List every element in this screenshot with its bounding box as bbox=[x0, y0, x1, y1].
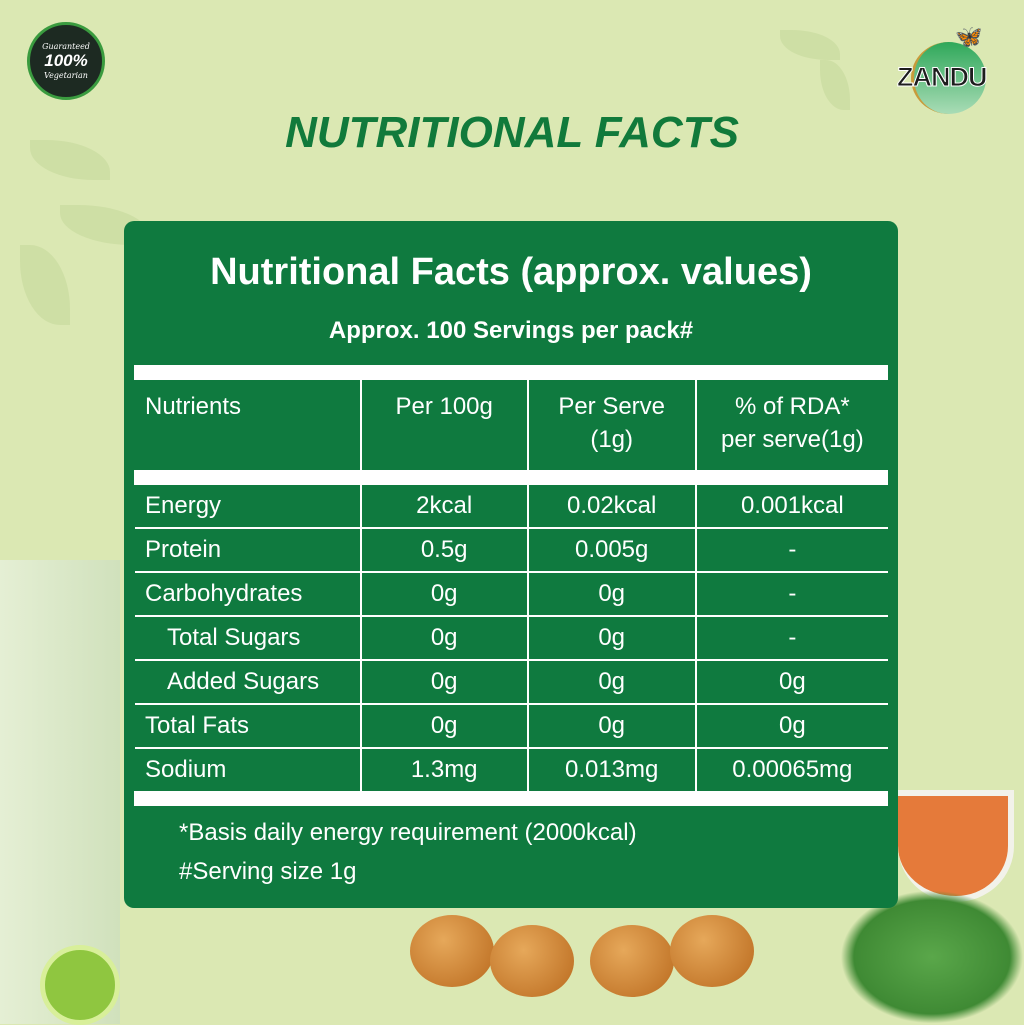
mint-leaves-image bbox=[840, 890, 1024, 1024]
sweet-image bbox=[590, 925, 674, 997]
column-header: Per 100g bbox=[359, 378, 529, 472]
leaf-decoration bbox=[780, 30, 840, 60]
nutrient-value: 0g bbox=[694, 703, 888, 749]
nutrient-value: 0g bbox=[526, 659, 697, 705]
card-subtitle: Approx. 100 Servings per pack# bbox=[328, 317, 694, 344]
mojito-glass-image bbox=[0, 560, 120, 1024]
nutrient-name: Sodium bbox=[135, 747, 362, 793]
badge-top-text: Guaranteed bbox=[42, 42, 90, 51]
card-title: Nutritional Facts (approx. values) bbox=[210, 251, 812, 293]
table-row: Sodium 1.3mg 0.013mg 0.00065mg bbox=[135, 747, 888, 793]
table-row: Total Fats 0g 0g 0g bbox=[135, 703, 888, 749]
table-row: Energy 2kcal 0.02kcal 0.001kcal bbox=[135, 483, 888, 529]
nutrient-value: 2kcal bbox=[359, 483, 529, 529]
zandu-logo: 🦋 ZANDU bbox=[897, 24, 988, 118]
footnote-rda: *Basis daily energy requirement (2000kca… bbox=[179, 819, 637, 846]
logo-circle bbox=[911, 42, 986, 114]
footnote-serving: #Serving size 1g bbox=[179, 858, 357, 885]
nutrient-name: Total Fats bbox=[135, 703, 362, 749]
page-title: NUTRITIONAL FACTS bbox=[285, 108, 739, 157]
nutrient-value: 1.3mg bbox=[359, 747, 529, 793]
nutrient-name: Carbohydrates bbox=[135, 571, 362, 617]
logo-text: ZANDU bbox=[897, 62, 988, 93]
vegetarian-badge: Guaranteed 100% Vegetarian bbox=[27, 22, 105, 100]
butterfly-icon: 🦋 bbox=[955, 24, 983, 49]
table-row: Added Sugars 0g 0g 0g bbox=[135, 659, 888, 705]
bowl-image bbox=[898, 790, 1014, 902]
nutrient-value: 0g bbox=[359, 703, 529, 749]
nutrient-value: 0.02kcal bbox=[526, 483, 697, 529]
nutrient-value: 0g bbox=[526, 703, 697, 749]
nutrient-value: - bbox=[694, 527, 888, 573]
leaf-decoration bbox=[820, 60, 850, 110]
column-header: Nutrients bbox=[135, 378, 362, 472]
column-header: Per Serve (1g) bbox=[526, 378, 697, 472]
sweet-image bbox=[410, 915, 494, 987]
table-row: Carbohydrates 0g 0g - bbox=[135, 571, 888, 617]
sweet-image bbox=[490, 925, 574, 997]
nutrient-value: 0g bbox=[526, 571, 697, 617]
nutrient-value: 0.001kcal bbox=[694, 483, 888, 529]
footnotes: *Basis daily energy requirement (2000kca… bbox=[179, 813, 637, 891]
nutrient-value: 0g bbox=[526, 615, 697, 661]
nutrient-name: Total Sugars bbox=[135, 615, 362, 661]
column-header: % of RDA* per serve(1g) bbox=[694, 378, 888, 472]
sweet-image bbox=[670, 915, 754, 987]
nutrition-card: Nutritional Facts (approx. values) Appro… bbox=[124, 221, 898, 908]
nutrient-name: Energy bbox=[135, 483, 362, 529]
nutrient-value: 0.013mg bbox=[526, 747, 697, 793]
nutrient-value: - bbox=[694, 571, 888, 617]
nutrient-name: Protein bbox=[135, 527, 362, 573]
leaf-decoration bbox=[20, 245, 70, 325]
lime-image bbox=[40, 945, 120, 1025]
badge-bottom-text: Vegetarian bbox=[44, 71, 88, 80]
nutrient-value: 0g bbox=[359, 615, 529, 661]
nutrient-value: 0g bbox=[359, 659, 529, 705]
nutrient-value: 0g bbox=[359, 571, 529, 617]
nutrient-value: 0.005g bbox=[526, 527, 697, 573]
nutrient-value: 0g bbox=[694, 659, 888, 705]
table-row: Total Sugars 0g 0g - bbox=[135, 615, 888, 661]
nutrient-value: 0.00065mg bbox=[694, 747, 888, 793]
nutrient-name: Added Sugars bbox=[135, 659, 362, 705]
table-header-row: Nutrients Per 100g Per Serve (1g) % of RD… bbox=[135, 378, 888, 472]
badge-center-text: 100% bbox=[44, 51, 88, 70]
nutrient-value: - bbox=[694, 615, 888, 661]
table-row: Protein 0.5g 0.005g - bbox=[135, 527, 888, 573]
nutrient-value: 0.5g bbox=[359, 527, 529, 573]
nutrition-table: Nutrients Per 100g Per Serve (1g) % of RD… bbox=[134, 365, 888, 806]
